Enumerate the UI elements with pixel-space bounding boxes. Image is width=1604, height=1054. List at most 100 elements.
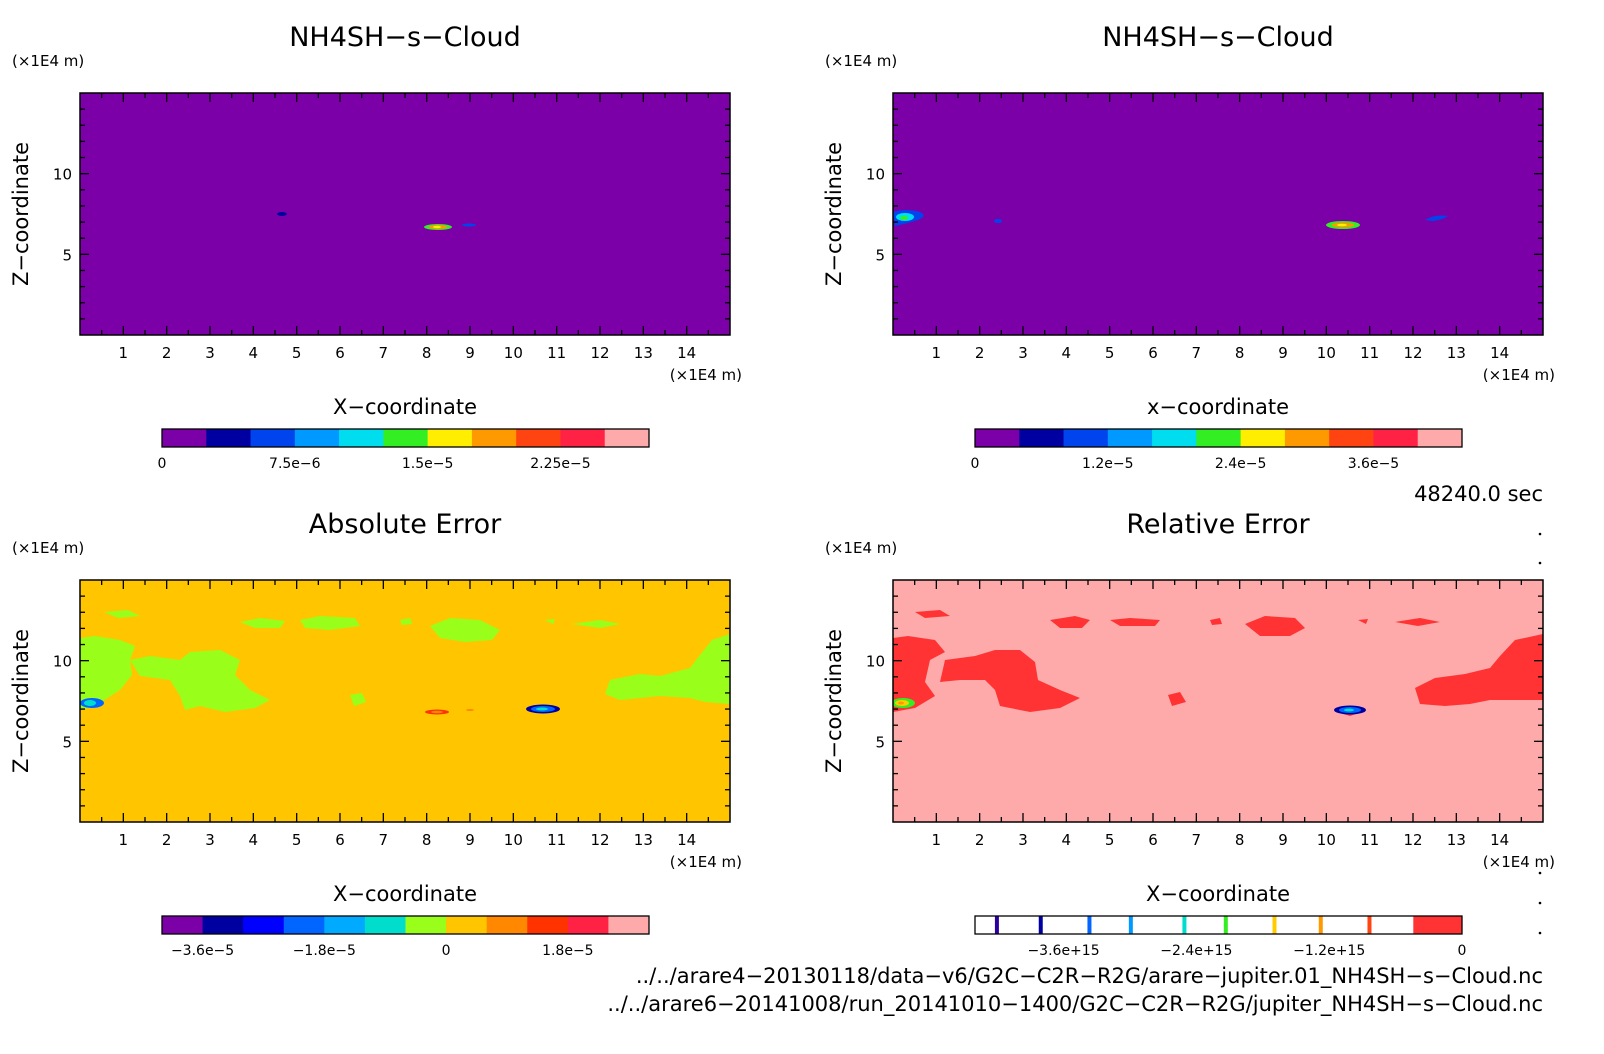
x-tick-label: 7 (379, 344, 389, 362)
x-tick-label: 5 (292, 344, 302, 362)
error-blob (466, 709, 474, 711)
colorbar-swatch (324, 916, 366, 934)
footer-path-2: ../../arare6−20141008/run_20141010−1400/… (607, 992, 1543, 1017)
y-tick-label: 10 (866, 166, 885, 184)
colorbar-swatch (250, 429, 296, 447)
plot-area-2 (893, 93, 1543, 335)
contours-3 (80, 610, 730, 715)
error-region (545, 619, 555, 624)
colorbar-swatch (1087, 916, 1092, 934)
colorbar-swatch (202, 916, 244, 934)
x-tick-label: 8 (422, 344, 432, 362)
x-tick-label: 9 (1278, 831, 1288, 849)
x-tick-label: 6 (335, 344, 345, 362)
x-tick-label: 3 (1018, 831, 1028, 849)
cloud-blob (433, 225, 441, 229)
colorbar-frame (974, 428, 1463, 448)
colorbar-tick-label: 3.6e−5 (1348, 456, 1400, 472)
error-region (1415, 634, 1543, 706)
x-tick-label: 9 (465, 344, 475, 362)
error-region (1168, 692, 1186, 706)
colorbar-swatch (294, 429, 340, 447)
x-tick-label: 6 (1148, 344, 1158, 362)
colorbar-tick-label: 2.4e−5 (1215, 456, 1267, 472)
colorbar-tick-label: 0 (158, 456, 167, 472)
error-blob (536, 707, 548, 711)
x-unit-label: (×1E4 m) (670, 853, 742, 871)
y-axis-label: Z−coordinate (822, 629, 846, 773)
colorbar-swatch (1063, 429, 1109, 447)
y-tick-label: 5 (875, 246, 885, 264)
panel-title: Absolute Error (309, 509, 502, 540)
error-blob (898, 701, 904, 705)
colorbar-swatch (608, 916, 650, 934)
colorbar-tick-label: 1.5e−5 (402, 456, 454, 472)
error-region (104, 610, 140, 618)
plot-area-3 (80, 580, 730, 822)
x-tick-label: 12 (590, 344, 609, 362)
x-tick-label: 5 (292, 831, 302, 849)
colorbar-swatch (1152, 429, 1197, 447)
x-tick-label: 7 (1192, 344, 1202, 362)
colorbar-tick-label: −1.2e+15 (1293, 943, 1365, 959)
x-tick-label: 13 (1447, 344, 1466, 362)
y-tick-label: 10 (53, 653, 72, 671)
x-unit-label: (×1E4 m) (670, 366, 742, 384)
x-tick-label: 2 (975, 831, 985, 849)
y-tick-label: 10 (866, 653, 885, 671)
x-tick-label: 14 (677, 831, 696, 849)
y-tick-label: 5 (62, 246, 72, 264)
colorbar-tick-label: 1.8e−5 (542, 943, 594, 959)
contours-2 (893, 210, 1448, 229)
x-tick-label: 12 (1403, 344, 1422, 362)
colorbar-swatch (527, 916, 569, 934)
y-unit-label: (×1E4 m) (12, 539, 84, 557)
error-region (240, 618, 285, 628)
colorbar-tick-label: 2.25e−5 (530, 456, 590, 472)
x-tick-label: 13 (1447, 831, 1466, 849)
colorbar-swatch (604, 429, 650, 447)
error-region (400, 618, 412, 625)
colorbar-swatch (1196, 429, 1242, 447)
y-unit-label: (×1E4 m) (825, 52, 897, 70)
x-tick-label: 11 (1360, 344, 1379, 362)
margin-dot (1538, 931, 1542, 935)
plot-area-1 (80, 93, 730, 335)
colorbar-swatch (405, 916, 447, 934)
colorbar-swatch (1240, 429, 1286, 447)
colorbar-tick-label: 0 (442, 943, 451, 959)
colorbar-tick-label: −3.6e+15 (1027, 943, 1099, 959)
colorbar-tick-label: −1.8e−5 (293, 943, 356, 959)
colorbar-tick-label: −3.6e−5 (171, 943, 234, 959)
colorbar-swatch (994, 916, 999, 934)
colorbar-swatch (1417, 429, 1463, 447)
margin-dot (1538, 532, 1542, 536)
x-tick-label: 3 (1018, 344, 1028, 362)
x-tick-label: 10 (1317, 831, 1336, 849)
cloud-blob (1337, 223, 1347, 227)
error-region (350, 693, 366, 706)
y-tick-label: 10 (53, 166, 72, 184)
colorbar-swatch (339, 429, 384, 447)
error-region (430, 618, 500, 642)
x-tick-label: 10 (504, 344, 523, 362)
colorbar-swatch (162, 916, 204, 934)
colorbar-swatch (1223, 916, 1228, 934)
colorbar-frame (974, 915, 1463, 935)
colorbar-swatch (486, 916, 528, 934)
x-tick-label: 3 (205, 344, 215, 362)
colorbar-swatch (471, 429, 517, 447)
x-tick-label: 9 (1278, 344, 1288, 362)
colorbar-swatch (427, 429, 473, 447)
panel-title: Relative Error (1126, 509, 1310, 540)
error-region (572, 620, 620, 628)
error-region (1050, 616, 1090, 628)
x-tick-label: 4 (249, 344, 259, 362)
x-tick-label: 11 (547, 344, 566, 362)
margin-dot (1538, 561, 1542, 565)
x-tick-label: 8 (422, 831, 432, 849)
colorbar-tick-label: 0 (1458, 943, 1467, 959)
x-unit-label: (×1E4 m) (1483, 853, 1555, 871)
colorbar-swatch (1318, 916, 1323, 934)
colorbar-frame (161, 428, 650, 448)
